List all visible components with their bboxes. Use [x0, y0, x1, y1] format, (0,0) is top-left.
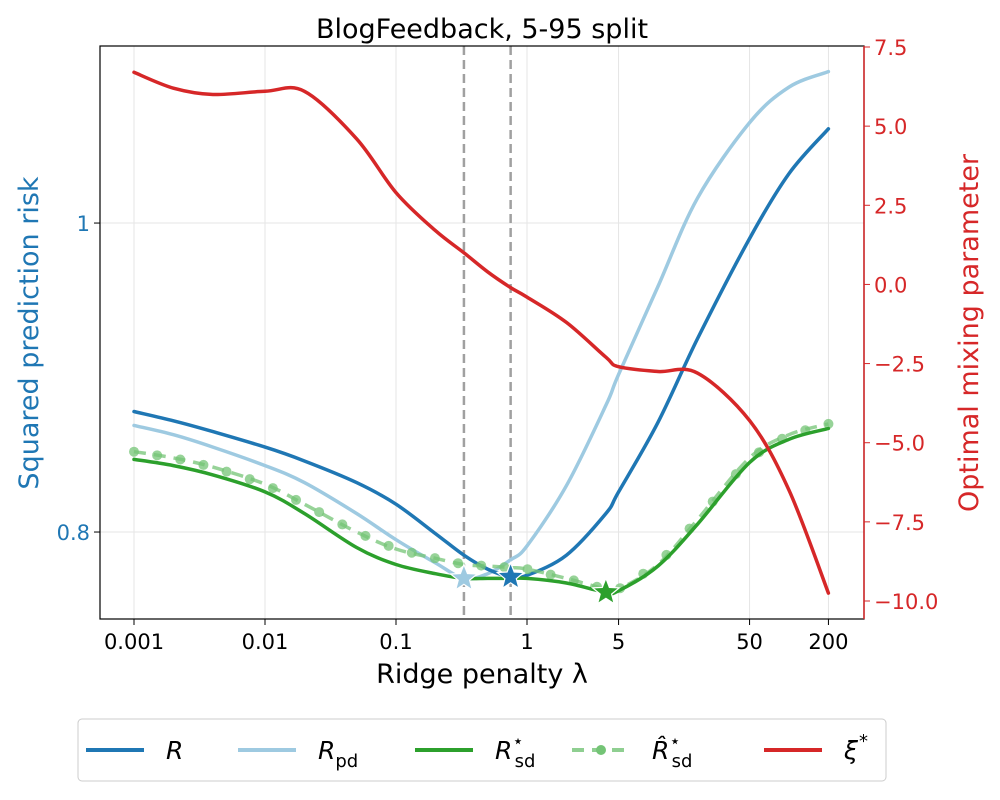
x-tick-label: 0.01: [242, 630, 289, 654]
r-sd-hat-dot: [545, 569, 556, 580]
right-tick-label: −7.5: [874, 511, 925, 535]
legend-label: R: [166, 736, 183, 765]
legend-item: Rpd: [238, 736, 358, 772]
r-sd-hat-dot: [823, 418, 834, 429]
x-axis-label: Ridge penalty λ: [376, 659, 588, 690]
left-tick-label: 1: [77, 212, 90, 236]
legend-label: R̂⋆ sd: [652, 731, 692, 772]
legend-dot-icon: [596, 745, 606, 755]
right-tick-label: 7.5: [874, 36, 907, 60]
x-tick-label: 1: [520, 630, 533, 654]
minimum-star-icon: [495, 561, 526, 590]
legend-item: R⋆ sd: [415, 731, 535, 772]
r-sd-hat-dot: [406, 547, 417, 558]
left-y-axis-ticks: 0.81: [57, 212, 100, 545]
r-sd-hat-dot: [291, 494, 302, 505]
r-sd-hat-dot: [175, 454, 186, 465]
minimum-star-markers: [449, 561, 621, 605]
r-sd-hat-dot: [522, 564, 533, 575]
x-tick-label: 50: [736, 630, 763, 654]
minimum-star-icon: [449, 562, 479, 592]
r-sd-hat-dot: [152, 450, 163, 461]
legend-item: R: [86, 736, 183, 765]
legend-item: R̂⋆ sd: [572, 731, 692, 772]
r-sd-hat-dot: [453, 558, 464, 569]
curve-r-sd-star: [132, 426, 831, 596]
right-tick-label: 5.0: [874, 115, 907, 139]
legend-label: ξ*: [843, 731, 868, 765]
r-sd-hat-dot: [360, 530, 371, 541]
legend-label: Rpd: [318, 736, 358, 772]
r-sd-hat-dot: [476, 560, 487, 571]
left-tick-label: 0.8: [57, 521, 90, 545]
r-sd-hat-dot: [267, 483, 278, 494]
legend-item: ξ*: [764, 731, 868, 765]
r-sd-hat-dot: [221, 466, 232, 477]
r-sd-hat-dot: [198, 459, 209, 470]
x-tick-label: 0.1: [379, 630, 412, 654]
curve-xi-star: [132, 70, 831, 595]
r-sd-hat-dot: [129, 446, 139, 457]
grid-lines: [100, 46, 864, 619]
optimal-lambda-markers: [462, 46, 512, 619]
legend-label: R⋆ sd: [495, 731, 535, 772]
r-sd-hat-dot: [499, 562, 510, 573]
r-sd-hat-dot: [337, 519, 348, 530]
legend-box: [77, 718, 887, 782]
right-tick-label: −10.0: [874, 590, 938, 614]
chart-title: BlogFeedback, 5-95 split: [316, 14, 648, 45]
curve-r-pd: [132, 69, 831, 581]
right-tick-label: −2.5: [874, 353, 925, 377]
curve-r: [132, 127, 831, 580]
right-tick-label: −5.0: [874, 432, 925, 456]
legend: R Rpd R⋆ sd R̂⋆ sd ξ*: [77, 718, 887, 782]
left-y-axis-label: Squared prediction risk: [14, 176, 45, 489]
r-sd-hat-dot: [383, 540, 394, 551]
plot-curves: [129, 69, 834, 596]
right-tick-label: 0.0: [874, 273, 907, 297]
right-y-axis-ticks: 7.5 5.0 2.5 0.0 −2.5 −5.0 −7.5 −10.0: [864, 36, 938, 614]
r-sd-hat-dot: [429, 553, 440, 564]
right-y-axis-label: Optimal mixing parameter: [954, 153, 985, 512]
x-tick-label: 5: [612, 630, 625, 654]
x-tick-label: 200: [808, 630, 848, 654]
right-tick-label: 2.5: [874, 194, 907, 218]
x-axis-ticks: 0.001 0.01 0.1 1 5 50 200: [104, 619, 848, 654]
r-sd-hat-dot: [314, 507, 325, 518]
minimum-star-icon: [591, 576, 621, 605]
x-tick-label: 0.001: [104, 630, 164, 654]
r-sd-hat-dot: [244, 474, 255, 485]
